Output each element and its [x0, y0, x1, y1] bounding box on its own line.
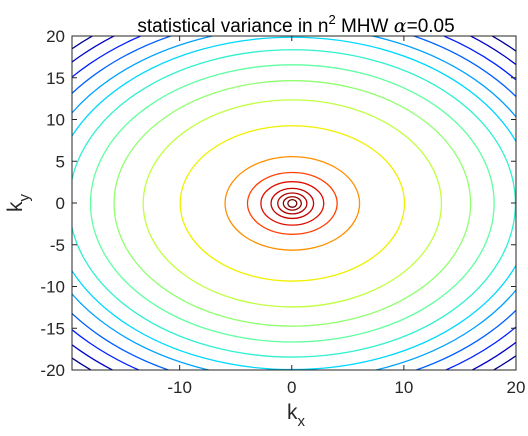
x-tick-label: -10 — [167, 378, 192, 397]
title-superscript: 2 — [328, 12, 335, 27]
title-alpha-symbol: α — [394, 15, 407, 37]
x-tick-label: 20 — [507, 378, 526, 397]
y-tick-label: -15 — [40, 319, 65, 338]
y-tick-label: -10 — [40, 278, 65, 297]
contour-level-15 — [270, 187, 315, 220]
y-axis-label-base: k — [4, 201, 27, 212]
plot-area — [72, 36, 516, 370]
contour-level-18 — [287, 199, 298, 208]
x-tick-label: 0 — [287, 378, 296, 397]
title-prefix: statistical variance in n — [137, 16, 328, 37]
contour-level-12 — [224, 156, 361, 251]
y-tick-label: 20 — [46, 27, 65, 46]
y-tick-label: 0 — [56, 194, 65, 213]
x-axis-label-base: k — [287, 401, 298, 424]
contour-level-17 — [282, 196, 302, 211]
contour-level-16 — [277, 192, 308, 215]
y-tick-label: 10 — [46, 111, 65, 130]
y-tick-label: 15 — [46, 69, 65, 88]
ticks: -10 0 10 20 20 15 10 5 0 -5 -10 -15 -20 — [40, 27, 525, 397]
y-tick-label: 5 — [56, 152, 65, 171]
contour-level-9 — [113, 80, 472, 327]
x-axis-label-subscript: x — [298, 413, 306, 430]
title-alpha-value: =0.05 — [407, 16, 455, 37]
chart-title: statistical variance in n2 MHW α=0.05 — [137, 12, 454, 37]
contour-level-11 — [179, 125, 406, 282]
y-axis-label-subscript: y — [16, 194, 33, 202]
contour-level-8 — [89, 64, 495, 343]
y-tick-label: -20 — [40, 361, 65, 380]
x-tick-label: 10 — [394, 378, 413, 397]
contour-level-14 — [260, 181, 325, 226]
x-axis-label: kx — [287, 401, 306, 430]
contour-level-13 — [246, 171, 338, 235]
y-tick-label: -5 — [50, 236, 65, 255]
y-axis-label: ky — [4, 194, 33, 213]
title-suffix: MHW — [336, 16, 394, 37]
contour-level-10 — [142, 99, 443, 308]
